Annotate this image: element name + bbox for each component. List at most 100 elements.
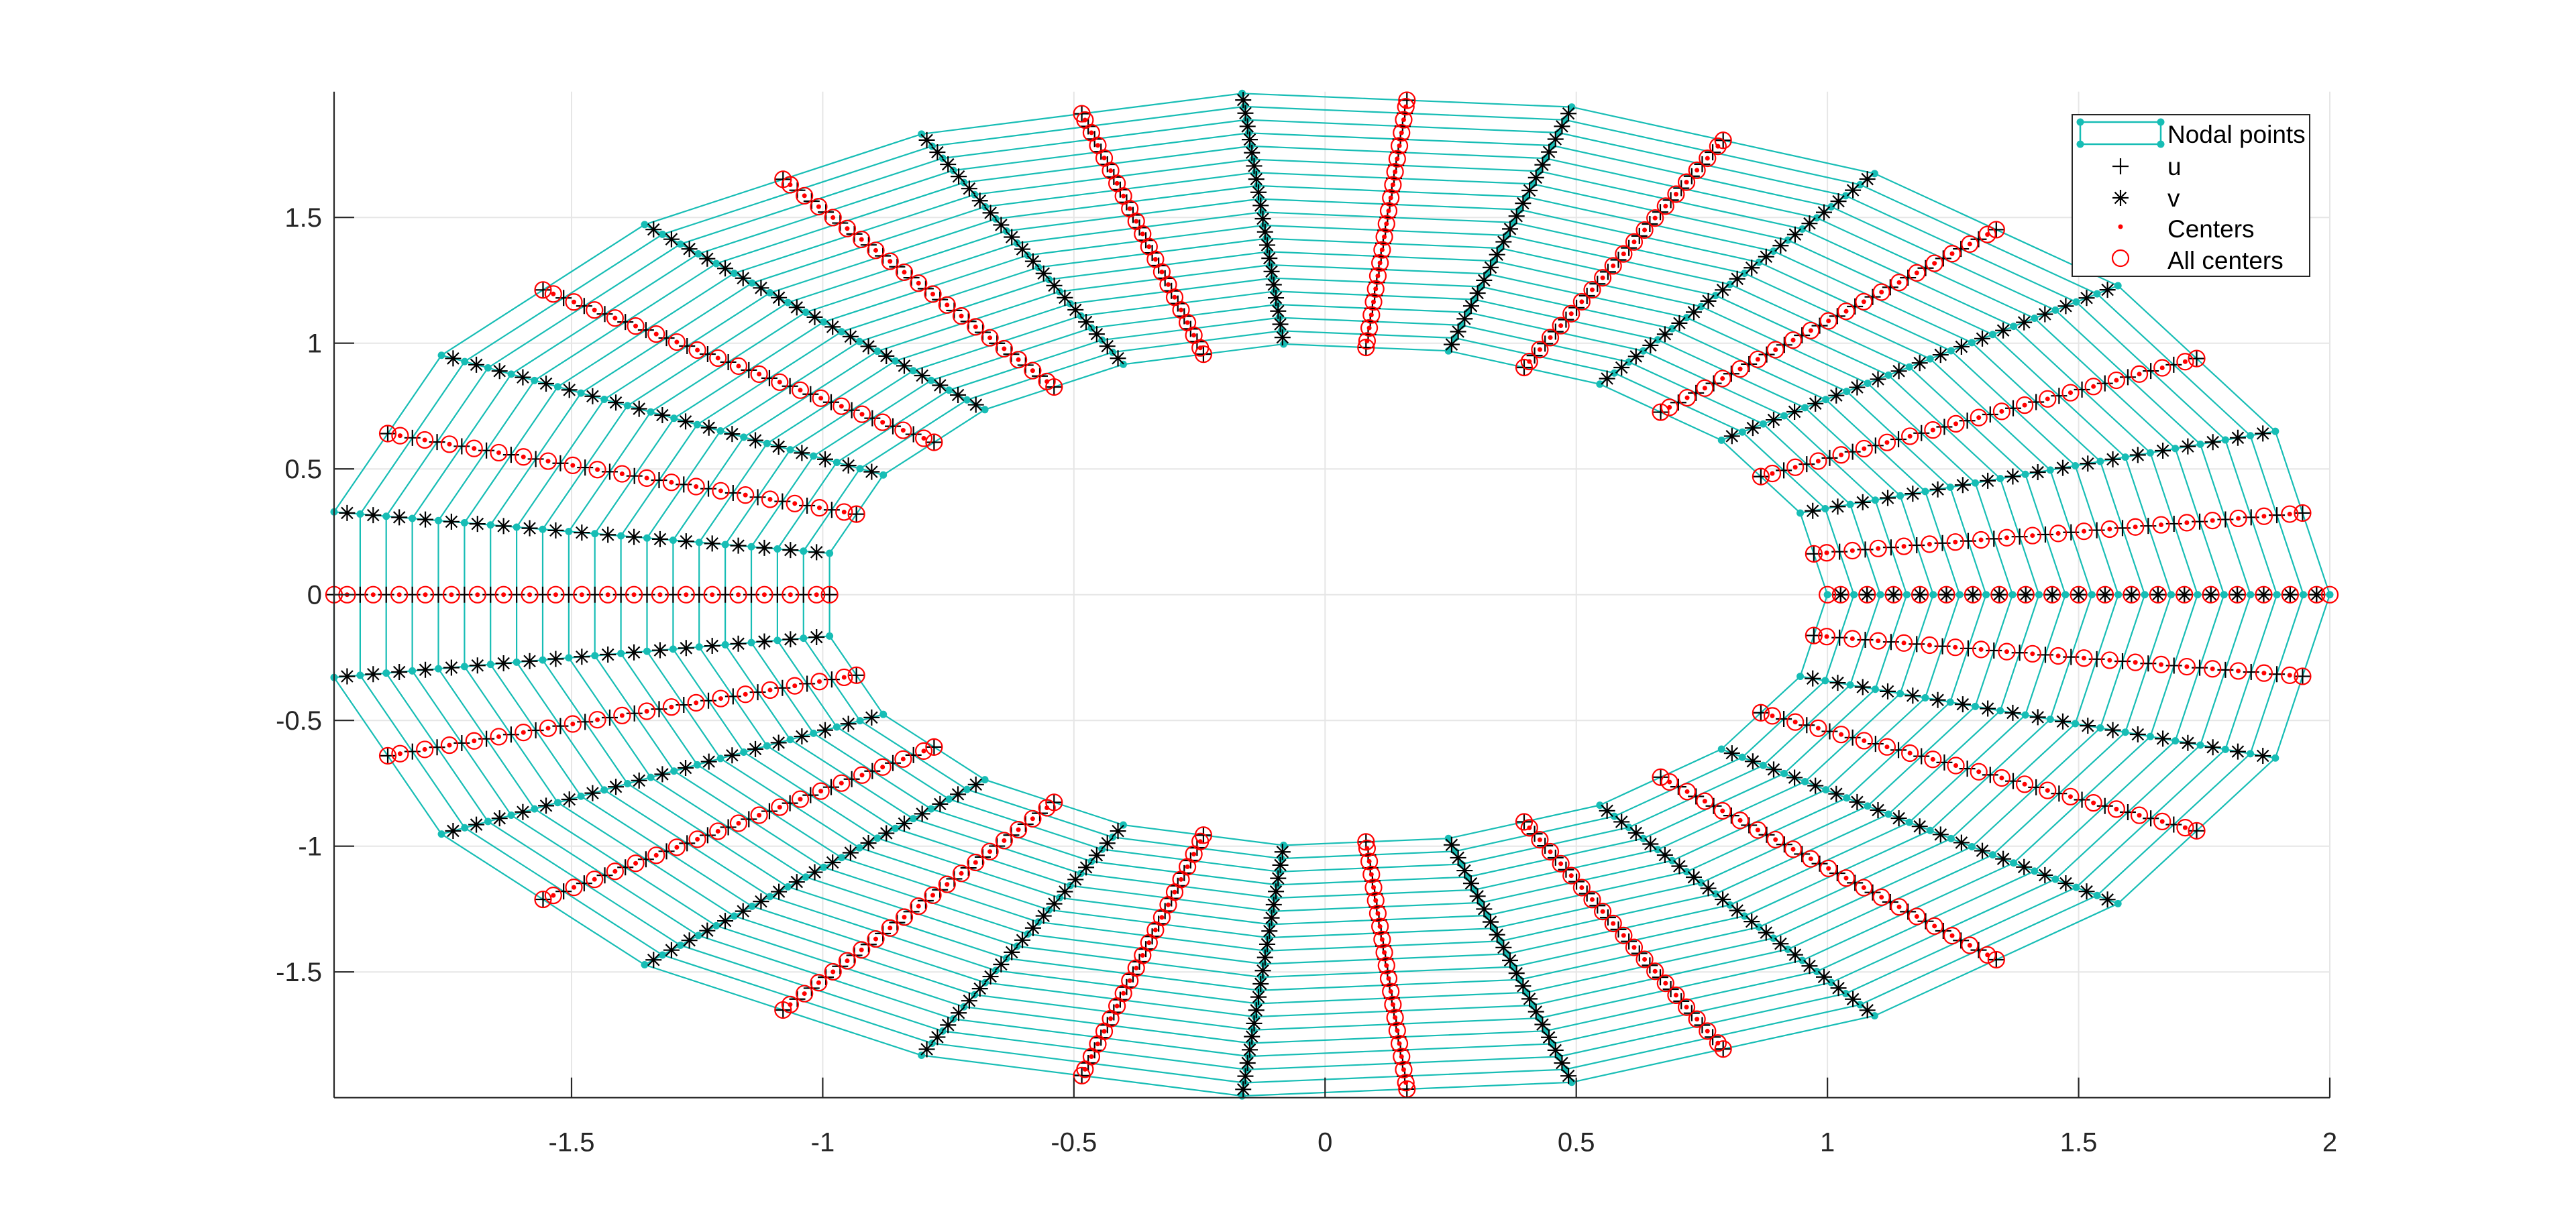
u-point bbox=[1758, 826, 1775, 843]
legend-entry-all-centers[interactable]: All centers bbox=[2111, 247, 2284, 274]
all-centers-point bbox=[1855, 292, 1873, 311]
u-point bbox=[2005, 773, 2021, 789]
all-centers-point bbox=[1990, 585, 2008, 604]
v-point bbox=[1744, 753, 1761, 770]
legend-entry-v[interactable]: v bbox=[2112, 184, 2180, 212]
center-point bbox=[694, 700, 699, 706]
legend-entry-nodal-points[interactable]: Nodal points bbox=[2076, 118, 2306, 149]
nodal-point bbox=[2121, 728, 2129, 736]
all-centers-point bbox=[2100, 520, 2118, 539]
all-centers-point bbox=[925, 738, 943, 756]
v-point bbox=[469, 516, 486, 533]
all-centers-point bbox=[1360, 319, 1379, 337]
nodal-point bbox=[1823, 591, 1831, 599]
nodal-point bbox=[1856, 1001, 1864, 1009]
v-point bbox=[1980, 472, 1996, 489]
nodal-point bbox=[1896, 492, 1904, 500]
all-centers-point bbox=[1371, 254, 1389, 272]
center-point bbox=[1896, 280, 1902, 285]
center-point bbox=[1684, 395, 1690, 400]
all-centers-point bbox=[853, 230, 871, 249]
all-centers-point bbox=[1837, 869, 1856, 887]
u-point bbox=[596, 306, 613, 323]
v-point bbox=[1880, 683, 1896, 699]
all-centers-point bbox=[440, 736, 459, 754]
center-point bbox=[816, 980, 821, 985]
legend-entry-u[interactable]: u bbox=[2112, 153, 2182, 180]
v-point bbox=[735, 270, 751, 286]
all-centers-point bbox=[539, 719, 557, 737]
center-point bbox=[916, 280, 921, 286]
center-point bbox=[1927, 541, 1932, 547]
u-point bbox=[1169, 877, 1186, 894]
v-point bbox=[1263, 909, 1280, 926]
center-point bbox=[2004, 649, 2009, 655]
legend-entry-centers[interactable]: Centers bbox=[2118, 215, 2255, 243]
all-centers-point bbox=[1809, 719, 1827, 738]
all-centers-point bbox=[613, 706, 631, 724]
center-point bbox=[1862, 446, 1867, 451]
all-centers-point bbox=[812, 782, 830, 800]
v-point bbox=[2255, 586, 2272, 603]
v-point bbox=[2054, 713, 2071, 730]
v-point bbox=[824, 854, 841, 871]
all-centers-point bbox=[853, 941, 871, 959]
center-point bbox=[1642, 956, 1648, 962]
nodal-point bbox=[577, 792, 585, 800]
center-point bbox=[674, 339, 680, 345]
nodal-point bbox=[1870, 1012, 1878, 1020]
nodal-point bbox=[1251, 1013, 1259, 1021]
v-point bbox=[1489, 926, 1505, 943]
all-centers-point bbox=[995, 339, 1013, 358]
all-centers-point bbox=[1805, 626, 1823, 645]
nodal-point bbox=[763, 742, 771, 750]
nodal-point bbox=[1253, 182, 1261, 190]
nodal-point bbox=[617, 532, 625, 540]
center-point bbox=[545, 459, 551, 464]
all-centers-point bbox=[771, 798, 789, 816]
all-centers-point bbox=[873, 758, 892, 776]
u-point bbox=[1150, 258, 1167, 274]
v-point bbox=[860, 834, 877, 851]
u-point bbox=[761, 803, 777, 820]
nodal-point bbox=[1780, 769, 1788, 777]
all-centers-point bbox=[1924, 750, 1942, 769]
all-centers-point bbox=[1855, 439, 1873, 458]
center-point bbox=[1861, 299, 1866, 304]
center-point bbox=[1826, 318, 1831, 323]
v-point bbox=[878, 347, 895, 364]
all-centers-point bbox=[2153, 812, 2171, 830]
u-point bbox=[699, 827, 716, 844]
u-point bbox=[1890, 742, 1907, 759]
center-point bbox=[496, 734, 501, 739]
v-point bbox=[971, 981, 988, 997]
center-point bbox=[1932, 261, 1937, 266]
x-tick-label: 1 bbox=[1820, 1128, 1835, 1158]
all-centers-point bbox=[1358, 332, 1376, 350]
v-point bbox=[2080, 455, 2096, 472]
center-point bbox=[551, 893, 556, 898]
nodal-point bbox=[2061, 591, 2070, 599]
u-point bbox=[577, 459, 594, 476]
all-centers-point bbox=[490, 443, 508, 462]
v-point bbox=[1265, 896, 1282, 913]
u-point bbox=[848, 667, 865, 683]
center-point bbox=[1384, 221, 1389, 227]
center-point bbox=[921, 436, 926, 441]
v-point bbox=[561, 791, 578, 807]
v-point bbox=[1953, 338, 1970, 355]
u-point bbox=[637, 851, 654, 868]
u-point bbox=[1195, 346, 1212, 363]
v-point bbox=[1656, 326, 1673, 343]
u-point bbox=[989, 838, 1006, 854]
nodal-point bbox=[1841, 990, 1849, 998]
center-point bbox=[1191, 852, 1197, 857]
v-point bbox=[626, 528, 643, 545]
all-centers-point bbox=[2229, 662, 2247, 680]
nodal-point bbox=[1876, 591, 1884, 599]
legend[interactable]: Nodal points u v Centers All centers bbox=[2072, 114, 2310, 277]
u-point bbox=[2096, 797, 2113, 814]
nodal-point bbox=[2072, 720, 2080, 728]
v-point bbox=[491, 363, 508, 380]
nodal-point bbox=[670, 767, 678, 775]
